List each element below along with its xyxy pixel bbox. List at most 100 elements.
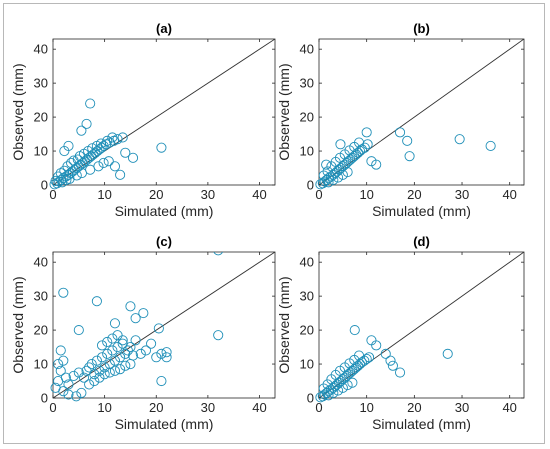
data-point	[333, 385, 344, 396]
data-point	[135, 348, 146, 359]
data-point	[322, 379, 333, 390]
data-point	[109, 355, 121, 366]
data-point	[68, 370, 79, 381]
data-point	[50, 175, 61, 186]
x-tick-label: 20	[407, 400, 421, 415]
data-point	[333, 172, 344, 183]
x-axis-label: Simulated (mm)	[115, 416, 214, 432]
data-point	[53, 358, 64, 370]
x-tick-label: 30	[455, 400, 469, 415]
data-point	[63, 379, 74, 390]
y-tick-label: 40	[300, 255, 314, 270]
data-point	[213, 330, 224, 341]
x-tick-label: 10	[97, 187, 111, 202]
data-point	[84, 362, 95, 373]
data-point	[485, 140, 496, 152]
data-point	[323, 177, 334, 188]
y-tick-label: 10	[34, 357, 48, 372]
figure-panel: 0 10 20 30 40 0 10 20 30 40 (a) Simulated (mm) Obser…	[3, 3, 545, 444]
scatter-figure: 0 10 20 30 40 0 10 20 30 40 (a) Simulated (mm) Obser…	[10, 21, 525, 432]
x-axis-label: Simulated (mm)	[115, 203, 214, 219]
data-point	[55, 345, 66, 356]
data-point	[337, 382, 348, 393]
data-point	[58, 386, 69, 397]
data-point	[339, 159, 350, 170]
data-points	[50, 252, 275, 402]
data-point	[95, 138, 107, 149]
data-point	[103, 156, 114, 167]
y-axis-label: Observed (mm)	[10, 276, 26, 373]
y-tick-label: 20	[300, 323, 314, 338]
data-point	[71, 391, 82, 402]
x-tick-label: 40	[502, 400, 516, 415]
data-point	[213, 252, 223, 256]
data-point	[151, 352, 162, 363]
x-tick-label: 30	[455, 187, 469, 202]
data-point	[127, 152, 139, 163]
data-point	[89, 369, 100, 380]
data-point	[339, 372, 350, 383]
data-point	[104, 367, 115, 378]
y-tick-label: 20	[300, 110, 314, 125]
data-point	[63, 389, 74, 400]
data-point	[72, 154, 83, 165]
data-point	[102, 135, 113, 146]
data-point	[89, 375, 100, 387]
x-tick-label: 0	[49, 400, 56, 415]
data-point	[91, 296, 102, 307]
data-point	[94, 372, 105, 383]
data-point	[86, 358, 97, 370]
x-tick-label: 20	[149, 187, 163, 202]
data-point	[371, 159, 382, 170]
data-point	[394, 127, 406, 138]
x-tick-label: 40	[502, 187, 516, 202]
data-point	[380, 348, 391, 359]
y-tick-label: 0	[41, 391, 48, 406]
data-point	[98, 140, 109, 152]
data-point	[76, 125, 87, 136]
subplot-title: (b)	[413, 21, 430, 36]
data-point	[91, 355, 102, 366]
x-tick-label: 10	[359, 400, 373, 415]
data-point	[353, 137, 365, 148]
y-tick-label: 40	[34, 42, 48, 57]
data-points	[315, 39, 524, 190]
x-axis-label: Simulated (mm)	[372, 416, 471, 432]
y-tick-label: 10	[300, 357, 314, 372]
data-point	[112, 330, 123, 341]
data-point	[442, 348, 453, 359]
y-tick-label: 0	[307, 391, 314, 406]
y-tick-label: 30	[34, 76, 48, 91]
subplot-title: (d)	[413, 234, 430, 249]
data-points	[49, 39, 275, 190]
data-point	[342, 380, 353, 391]
subplot-title: (c)	[156, 234, 172, 249]
data-point	[387, 360, 398, 371]
y-tick-label: 30	[300, 289, 314, 304]
data-point	[337, 169, 348, 180]
data-point	[104, 358, 115, 370]
data-point	[96, 352, 108, 363]
x-tick-label: 20	[149, 400, 163, 415]
data-point	[76, 387, 87, 398]
data-point	[156, 142, 167, 153]
y-tick-label: 20	[34, 323, 48, 338]
y-axis-label: Observed (mm)	[10, 63, 26, 160]
data-point	[156, 375, 167, 387]
data-point	[99, 362, 110, 373]
data-point	[323, 390, 334, 401]
data-point	[130, 313, 141, 324]
data-point	[140, 345, 151, 356]
data-point	[109, 161, 121, 172]
data-point	[73, 367, 84, 378]
data-point	[59, 145, 70, 157]
data-point	[342, 167, 353, 178]
data-point	[96, 340, 108, 351]
x-tick-label: 0	[49, 187, 56, 202]
data-point	[99, 369, 110, 380]
data-point	[102, 336, 113, 348]
data-point	[107, 333, 118, 344]
data-point	[78, 372, 90, 383]
subplot-title: (a)	[156, 21, 172, 36]
y-tick-label: 0	[41, 178, 48, 193]
